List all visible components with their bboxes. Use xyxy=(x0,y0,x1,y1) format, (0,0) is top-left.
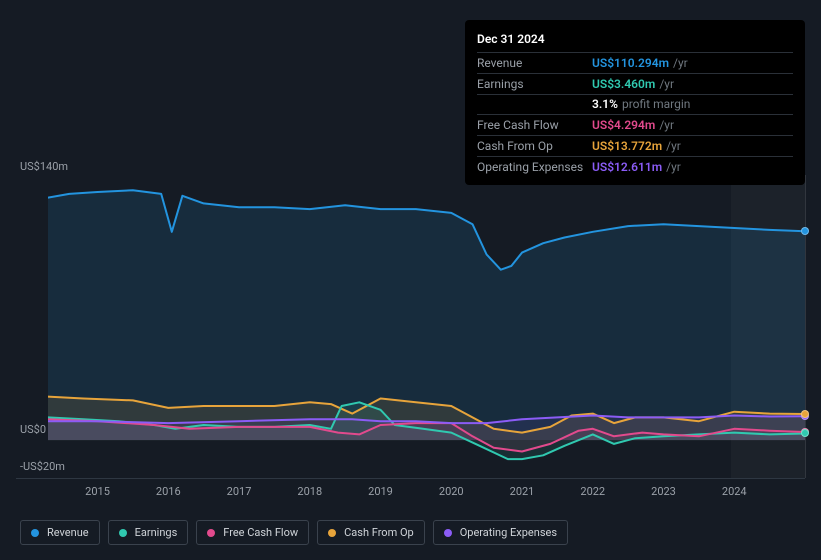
x-axis-tick: 2015 xyxy=(85,485,110,498)
data-tooltip: Dec 31 2024 RevenueUS$110.294m/yrEarning… xyxy=(465,20,805,185)
tooltip-metric-value: US$3.460m xyxy=(592,77,655,91)
tooltip-metric-label: Free Cash Flow xyxy=(477,118,592,132)
legend-item-revenue[interactable]: Revenue xyxy=(20,520,100,545)
x-axis-tick: 2022 xyxy=(580,485,605,498)
legend-label: Earnings xyxy=(135,526,178,539)
legend-label: Revenue xyxy=(47,526,89,539)
tooltip-row: EarningsUS$3.460m/yr xyxy=(477,73,793,94)
legend-dot xyxy=(119,529,127,537)
tooltip-row: Cash From OpUS$13.772m/yr xyxy=(477,135,793,156)
tooltip-date: Dec 31 2024 xyxy=(477,28,793,52)
tooltip-metric-value: US$12.611m xyxy=(592,160,662,174)
legend-item-operating-expenses[interactable]: Operating Expenses xyxy=(433,520,568,545)
x-axis-tick: 2020 xyxy=(439,485,464,498)
tooltip-margin-value: 3.1% xyxy=(592,97,618,111)
x-axis-tick: 2018 xyxy=(297,485,322,498)
x-axis-tick: 2021 xyxy=(510,485,535,498)
tooltip-margin-label: profit margin xyxy=(622,97,690,111)
y-axis-label: US$0 xyxy=(20,423,46,436)
tooltip-metric-suffix: /yr xyxy=(666,160,681,174)
tooltip-metric-suffix: /yr xyxy=(666,139,681,153)
y-axis-label: US$140m xyxy=(20,160,68,173)
legend-label: Operating Expenses xyxy=(460,526,557,539)
tooltip-metric-value: US$13.772m xyxy=(592,139,662,153)
financial-chart: Dec 31 2024 RevenueUS$110.294m/yrEarning… xyxy=(0,0,821,560)
tooltip-metric-suffix: /yr xyxy=(659,118,674,132)
legend-dot xyxy=(207,529,215,537)
tooltip-metric-label: Operating Expenses xyxy=(477,160,592,174)
legend-label: Cash From Op xyxy=(344,526,414,539)
tooltip-metric-suffix: /yr xyxy=(673,56,688,70)
plot-area[interactable] xyxy=(48,175,805,478)
x-axis-tick: 2024 xyxy=(722,485,747,498)
series-end-marker xyxy=(801,410,809,418)
tooltip-metric-label: Cash From Op xyxy=(477,139,592,153)
legend-dot xyxy=(444,529,452,537)
tooltip-metric-value: US$4.294m xyxy=(592,118,655,132)
tooltip-row: Free Cash FlowUS$4.294m/yr xyxy=(477,114,793,135)
x-axis-line xyxy=(16,478,805,479)
legend: Revenue Earnings Free Cash Flow Cash From O… xyxy=(20,520,568,545)
tooltip-metric-label: Earnings xyxy=(477,77,592,91)
tooltip-row: Operating ExpensesUS$12.611m/yr xyxy=(477,156,793,177)
tooltip-margin-row: 3.1% profit margin xyxy=(477,94,793,114)
legend-dot xyxy=(31,529,39,537)
legend-item-cash-from-op[interactable]: Cash From Op xyxy=(317,520,425,545)
x-axis-tick: 2016 xyxy=(156,485,181,498)
legend-item-earnings[interactable]: Earnings xyxy=(108,520,189,545)
tooltip-metric-label: Revenue xyxy=(477,56,592,70)
x-axis-labels: 2015 2016 2017 2018 2019 2020 2021 2022 2023 2024 xyxy=(48,485,805,501)
tooltip-metric-value: US$110.294m xyxy=(592,56,669,70)
legend-dot xyxy=(328,529,336,537)
series-end-marker xyxy=(801,429,809,437)
series-end-marker xyxy=(801,227,809,235)
x-axis-tick: 2023 xyxy=(651,485,676,498)
tooltip-row: RevenueUS$110.294m/yr xyxy=(477,52,793,73)
legend-item-free-cash-flow[interactable]: Free Cash Flow xyxy=(196,520,309,545)
x-axis-tick: 2017 xyxy=(227,485,252,498)
x-axis-tick: 2019 xyxy=(368,485,393,498)
tooltip-metric-suffix: /yr xyxy=(659,77,674,91)
legend-label: Free Cash Flow xyxy=(223,526,298,539)
